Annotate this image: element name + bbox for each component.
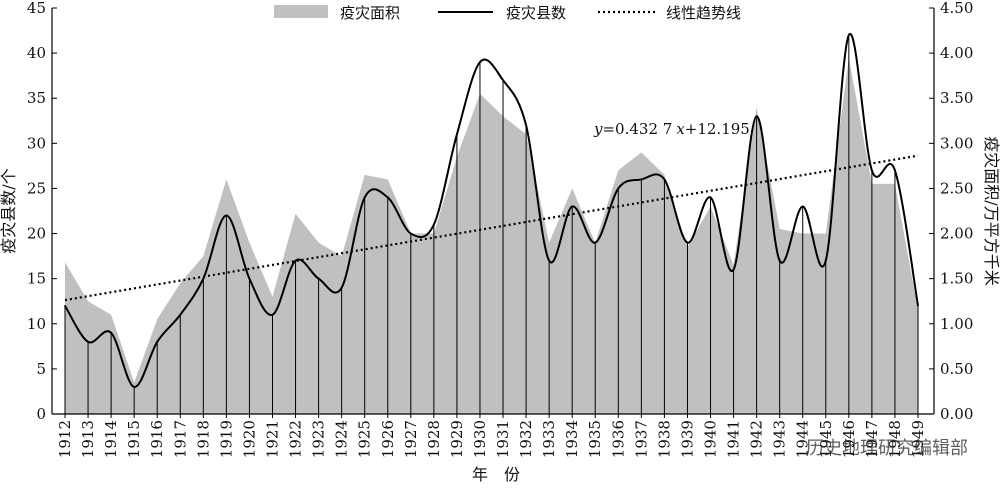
vertical-lines-group bbox=[64, 34, 919, 414]
trend-line-group bbox=[64, 154, 919, 302]
left-tick-label: 20 bbox=[27, 225, 46, 243]
right-tick-label: 1.00 bbox=[940, 315, 973, 333]
x-tick-label: 1943 bbox=[771, 420, 789, 458]
x-tick-label: 1935 bbox=[586, 420, 604, 458]
x-tick-label: 1933 bbox=[540, 420, 558, 458]
line-series-group bbox=[64, 33, 919, 388]
x-tick-label: 1915 bbox=[125, 420, 143, 458]
area-fill bbox=[65, 57, 918, 414]
area-series-group bbox=[65, 57, 918, 414]
left-tick-label: 10 bbox=[27, 315, 46, 333]
right-tick-label: 2.00 bbox=[940, 225, 973, 243]
x-tick-label: 1919 bbox=[217, 420, 235, 458]
right-tick-label: 1.50 bbox=[940, 270, 973, 288]
x-tick-label: 1940 bbox=[702, 420, 720, 458]
right-tick-label: 4.50 bbox=[940, 0, 973, 17]
x-tick-label: 1947 bbox=[863, 420, 881, 458]
x-tick-label: 1914 bbox=[102, 420, 120, 458]
x-tick-label: 1917 bbox=[171, 420, 189, 458]
x-tick-label: 1912 bbox=[56, 420, 74, 458]
trend-equation-x: x bbox=[676, 120, 685, 138]
left-tick-label: 35 bbox=[27, 89, 46, 107]
x-tick-label: 1941 bbox=[725, 420, 743, 458]
trend-equation-intercept: +12.195 bbox=[685, 120, 750, 138]
trend-line bbox=[64, 154, 919, 302]
x-tick-label: 1944 bbox=[794, 420, 812, 458]
trend-equation-y: y bbox=[593, 120, 603, 138]
right-tick-label: 4.00 bbox=[940, 44, 973, 62]
left-tick-label: 40 bbox=[27, 44, 46, 62]
left-tick-label: 0 bbox=[36, 405, 46, 423]
right-tick-label: 3.50 bbox=[940, 89, 973, 107]
line-series bbox=[64, 33, 919, 388]
left-tick-label: 30 bbox=[27, 134, 46, 152]
x-tick-label: 1928 bbox=[425, 420, 443, 458]
legend-label-line: 疫灾县数 bbox=[506, 4, 566, 22]
x-tick-label: 1934 bbox=[563, 420, 581, 458]
x-tick-label: 1913 bbox=[79, 420, 97, 458]
x-tick-label: 1925 bbox=[356, 420, 374, 458]
x-tick-label: 1945 bbox=[817, 420, 835, 458]
x-tick-label: 1938 bbox=[655, 420, 673, 458]
x-tick-label: 1942 bbox=[748, 420, 766, 458]
legend-swatch-area bbox=[274, 5, 328, 18]
left-tick-label: 45 bbox=[27, 0, 46, 17]
x-tick-label: 1922 bbox=[287, 420, 305, 458]
x-axis-title: 年 份 bbox=[472, 465, 520, 484]
x-tick-label: 1931 bbox=[494, 420, 512, 458]
legend-label-area: 疫灾面积 bbox=[340, 4, 400, 22]
right-axis-title: 疫灾面积/万平方千米 bbox=[982, 136, 1000, 285]
left-tick-label: 25 bbox=[27, 179, 46, 197]
x-tick-label: 1927 bbox=[402, 420, 420, 458]
right-tick-label: 2.50 bbox=[940, 179, 973, 197]
x-tick-label: 1929 bbox=[448, 420, 466, 458]
trend-equation-coef: =0.432 7 bbox=[602, 120, 672, 138]
left-tick-label: 15 bbox=[27, 270, 46, 288]
left-axis-title: 疫灾县数/个 bbox=[0, 168, 18, 253]
watermark: 历史地理研究编辑部 bbox=[806, 438, 968, 459]
right-tick-label: 0.50 bbox=[940, 360, 973, 378]
x-tick-label: 1921 bbox=[263, 420, 281, 458]
x-tick-label: 1949 bbox=[909, 420, 927, 458]
x-tick-label: 1920 bbox=[240, 420, 258, 458]
x-tick-label: 1939 bbox=[678, 420, 696, 458]
x-tick-label: 1924 bbox=[333, 420, 351, 458]
left-tick-label: 5 bbox=[36, 360, 46, 378]
x-tick-label: 1948 bbox=[886, 420, 904, 458]
x-tick-label: 1932 bbox=[517, 420, 535, 458]
x-tick-label: 1936 bbox=[609, 420, 627, 458]
legend: 疫灾面积 疫灾县数 线性趋势线 bbox=[274, 4, 741, 22]
x-tick-label: 1916 bbox=[148, 420, 166, 458]
x-tick-label: 1937 bbox=[632, 420, 650, 458]
x-tick-label: 1923 bbox=[310, 420, 328, 458]
right-tick-label: 3.00 bbox=[940, 134, 973, 152]
x-tick-label: 1930 bbox=[471, 420, 489, 458]
x-tick-label: 1946 bbox=[840, 420, 858, 458]
right-tick-label: 0.00 bbox=[940, 405, 973, 423]
x-tick-label: 1918 bbox=[194, 420, 212, 458]
legend-label-trend: 线性趋势线 bbox=[666, 4, 741, 22]
x-tick-label: 1926 bbox=[379, 420, 397, 458]
trend-equation: y=0.432 7 x+12.195 bbox=[593, 120, 750, 138]
